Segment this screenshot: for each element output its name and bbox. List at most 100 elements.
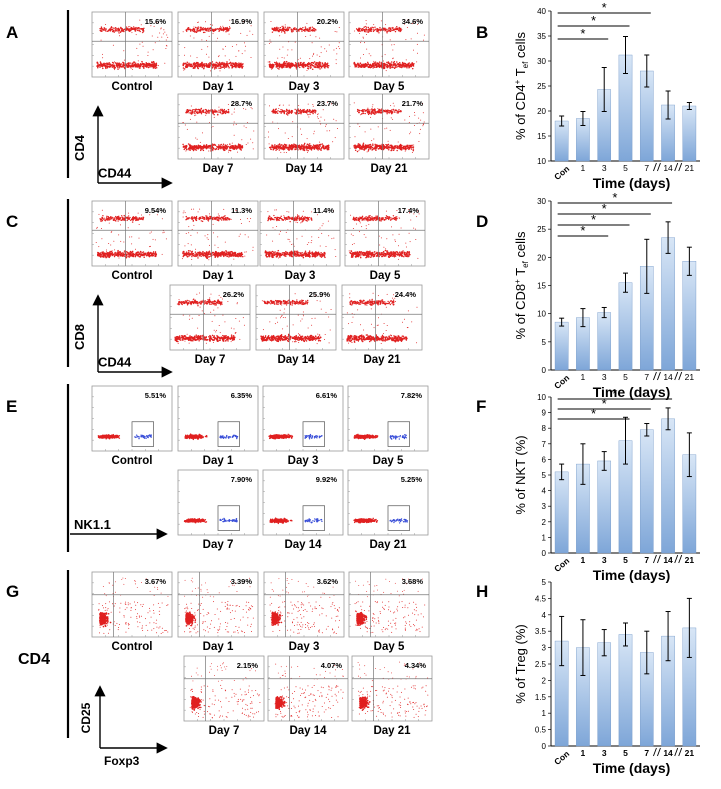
event-dots (174, 292, 245, 344)
gate-percentage: 15.6% (145, 17, 167, 26)
significance-star: * (612, 386, 617, 401)
panel-letter-c: C (6, 212, 18, 231)
event-dots (98, 577, 169, 635)
flow-plot: 16.9% Day 1 (177, 11, 259, 93)
plot-label: Day 14 (285, 163, 323, 175)
event-dots (357, 661, 429, 718)
x-tick-label: 14 (663, 555, 673, 565)
gate-percentage: 5.25% (401, 475, 423, 484)
x-tick-label: 7 (644, 555, 649, 565)
flow-plot: 3.62% Day 3 (263, 571, 345, 653)
event-dots (181, 208, 254, 261)
x-axis-title: Time (days) (593, 384, 671, 400)
nkt-gate (387, 505, 410, 531)
y-tick-label: 2 (542, 676, 547, 685)
plot-label: Day 1 (203, 641, 234, 653)
event-dots (353, 517, 409, 524)
flow-plot: 3.39% Day 1 (177, 571, 259, 653)
axis-break (653, 371, 657, 381)
flow-plot: 34.6% Day 5 (348, 11, 430, 93)
y-axis-title: % of CD8+ Tef cells (513, 231, 530, 339)
gate-percentage: 28.7% (231, 99, 253, 108)
plot-label: Day 3 (289, 81, 320, 93)
y-tick-label: 15 (537, 132, 546, 141)
event-dots (182, 103, 255, 153)
x-tick-label: 5 (623, 163, 628, 173)
nkt-gate (217, 421, 240, 447)
x-tick-label: Con (552, 373, 571, 391)
bar (682, 261, 697, 371)
x-tick-label: 21 (685, 163, 695, 173)
bar (597, 460, 612, 554)
gate-percentage: 2.15% (237, 661, 259, 670)
plot-label: Day 21 (373, 725, 411, 737)
event-dots (353, 433, 407, 440)
x-tick-label: 14 (663, 372, 673, 382)
y-tick-label: 1 (542, 533, 547, 542)
y-tick-label: 20 (537, 107, 546, 116)
bar (554, 120, 569, 162)
gate-percentage: 17.4% (398, 206, 420, 215)
gate-percentage: 3.67% (145, 577, 167, 586)
flow-plot-frame (351, 655, 433, 722)
x-tick-label: 5 (623, 372, 628, 382)
plot-label: Day 5 (370, 270, 401, 282)
event-dots (189, 662, 261, 719)
event-dots (274, 662, 344, 718)
flow-row-a: 15.6% Control 16.9% Day 1 20.2% Day 3 34.6% Day… (66, 10, 430, 189)
nkt-gate (131, 421, 154, 447)
bar (554, 471, 569, 554)
y-tick-label: 9 (542, 409, 547, 418)
gate-percentage: 3.62% (317, 577, 339, 586)
event-dots (268, 433, 323, 440)
gate-percentage: 25.9% (309, 290, 331, 299)
event-dots (264, 209, 337, 259)
plot-label: Day 1 (203, 455, 234, 467)
y-tick-label: 15 (537, 282, 546, 291)
significance-star: * (591, 406, 596, 421)
y-tick-label: 5 (542, 578, 547, 587)
y-axis-marker-label: CD25 (79, 702, 93, 733)
gate-percentage: 26.2% (223, 290, 245, 299)
significance-star: * (580, 26, 585, 41)
axis-break (657, 747, 661, 757)
significance-star: * (602, 396, 607, 411)
y-tick-label: 0.5 (535, 726, 547, 735)
panel-letter-e: E (6, 397, 17, 416)
y-tick-label: 5 (542, 471, 547, 480)
x-axis-title: Time (days) (593, 760, 671, 776)
bar (661, 418, 675, 554)
y-tick-label: 10 (537, 310, 546, 319)
panel-letter-b: B (476, 23, 488, 42)
event-dots (183, 517, 238, 524)
axis-break (678, 554, 683, 564)
x-tick-label: 1 (581, 372, 586, 382)
gate-percentage: 6.35% (231, 391, 253, 400)
y-tick-label: 3 (542, 502, 547, 511)
y-tick-label: 0 (542, 549, 547, 558)
x-tick-label: 3 (602, 555, 607, 565)
y-tick-label: 1 (542, 709, 547, 718)
y-tick-label: 30 (537, 197, 546, 206)
y-tick-label: 35 (537, 32, 546, 41)
gate-percentage: 5.51% (145, 391, 167, 400)
gate-percentage: 3.39% (231, 577, 253, 586)
x-tick-label: Con (552, 164, 571, 182)
flow-plot: 5.51% Control (91, 385, 173, 467)
y-tick-label: 0 (542, 742, 547, 751)
event-dots (346, 292, 418, 344)
plot-label: Day 14 (277, 354, 315, 366)
axis-break (674, 554, 679, 564)
significance-star: * (591, 13, 596, 28)
gate-percentage: 9.92% (316, 475, 338, 484)
bar (597, 312, 612, 371)
y-tick-label: 10 (537, 157, 546, 166)
x-tick-label: 5 (623, 555, 628, 565)
bar (618, 282, 633, 371)
gate-percentage: 20.2% (317, 17, 339, 26)
axis-break (653, 747, 657, 757)
event-dots (184, 577, 254, 634)
flow-plot: 20.2% Day 3 (263, 11, 345, 93)
